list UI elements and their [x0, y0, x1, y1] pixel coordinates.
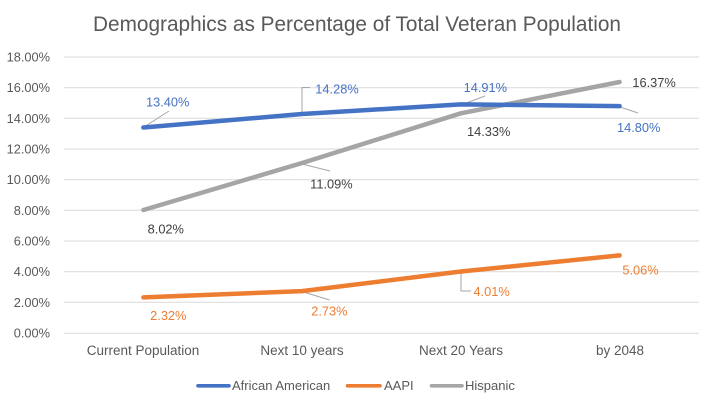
svg-text:2.32%: 2.32% [150, 308, 186, 323]
svg-text:14.28%: 14.28% [315, 82, 358, 97]
svg-text:6.00%: 6.00% [14, 234, 50, 249]
svg-text:14.33%: 14.33% [467, 124, 510, 139]
svg-text:13.40%: 13.40% [146, 95, 189, 110]
svg-text:8.00%: 8.00% [14, 203, 50, 218]
svg-text:12.00%: 12.00% [7, 142, 50, 157]
svg-text:16.37%: 16.37% [632, 75, 675, 90]
svg-text:2.00%: 2.00% [14, 295, 50, 310]
svg-text:8.02%: 8.02% [148, 222, 184, 237]
svg-text:Hispanic: Hispanic [465, 378, 515, 393]
svg-text:4.00%: 4.00% [14, 264, 50, 279]
svg-text:AAPI: AAPI [384, 378, 414, 393]
svg-text:2.73%: 2.73% [311, 303, 347, 318]
svg-text:11.09%: 11.09% [310, 177, 352, 192]
svg-text:14.91%: 14.91% [464, 80, 507, 95]
svg-text:Current Population: Current Population [87, 343, 200, 358]
svg-text:18.00%: 18.00% [7, 50, 50, 65]
svg-text:10.00%: 10.00% [7, 172, 50, 187]
svg-text:16.00%: 16.00% [7, 80, 50, 95]
svg-text:Demographics as Percentage of: Demographics as Percentage of Total Vete… [93, 13, 621, 36]
svg-text:Next 10 years: Next 10 years [260, 343, 344, 358]
svg-text:14.80%: 14.80% [617, 120, 660, 135]
svg-text:14.00%: 14.00% [7, 111, 50, 126]
svg-text:0.00%: 0.00% [14, 326, 50, 341]
svg-text:4.01%: 4.01% [473, 284, 509, 299]
svg-text:5.06%: 5.06% [622, 262, 658, 277]
svg-text:by 2048: by 2048 [596, 343, 644, 358]
svg-text:African American: African American [232, 378, 330, 393]
svg-text:Next 20 Years: Next 20 Years [419, 343, 503, 358]
